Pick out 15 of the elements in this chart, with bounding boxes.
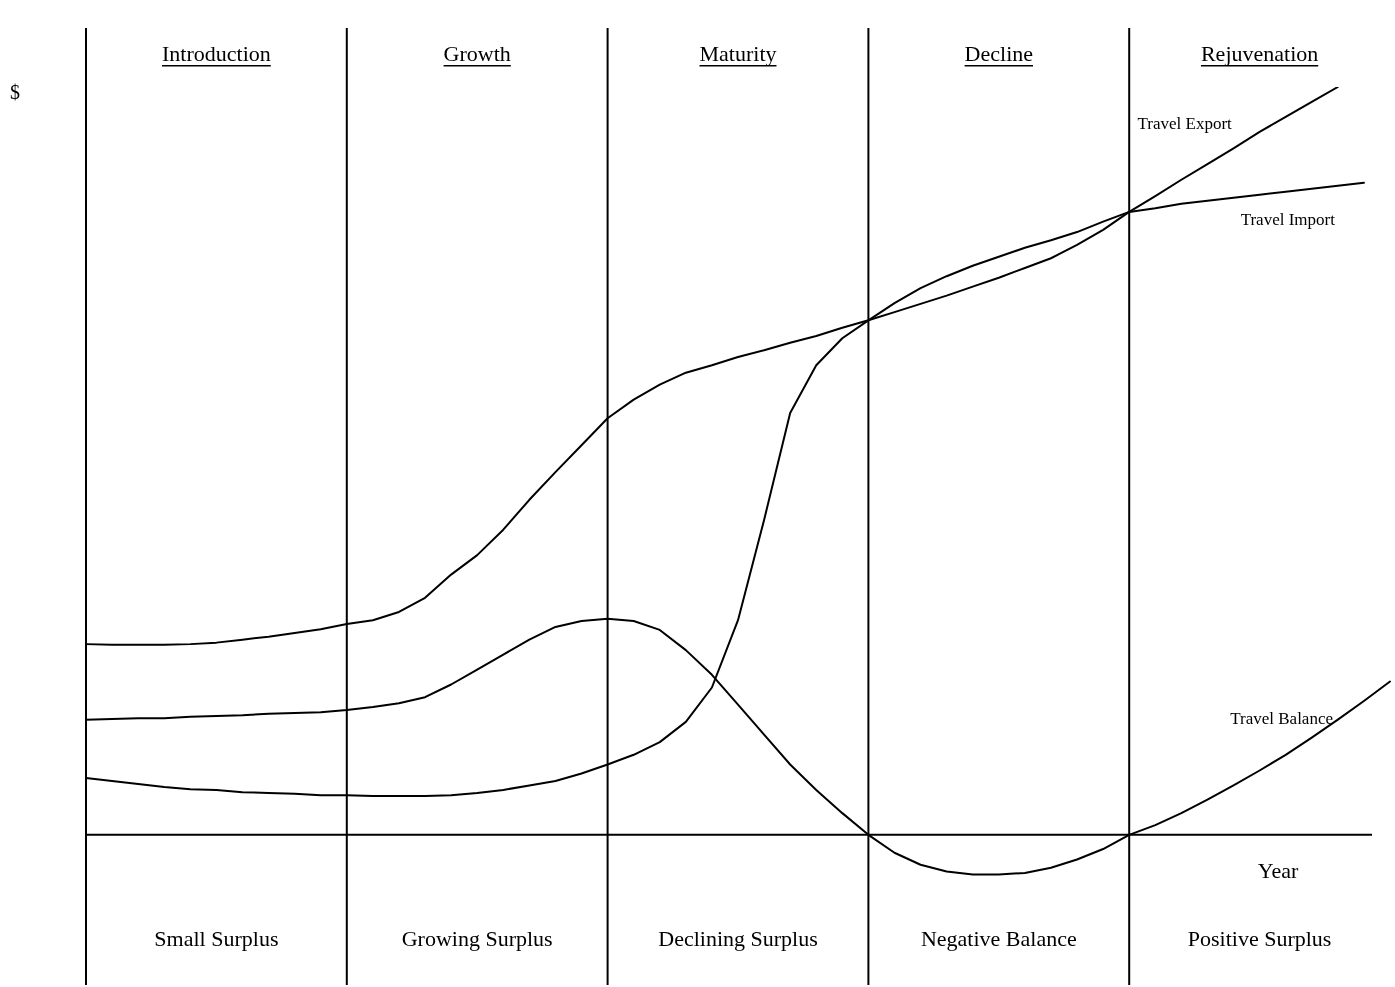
text: Small Surplus	[154, 926, 279, 951]
y-axis-title: $	[10, 81, 20, 103]
text: Growth	[443, 41, 511, 66]
text: Negative Balance	[920, 926, 1077, 951]
text: Maturity	[699, 41, 777, 66]
text: Introduction	[162, 41, 271, 66]
x-axis-title: Year	[1257, 858, 1299, 883]
series-label: Travel Import	[1240, 209, 1336, 229]
series-label: Travel Balance	[1230, 708, 1333, 728]
series-label: Travel Export	[1137, 114, 1233, 133]
text: Growing Surplus	[401, 926, 553, 951]
text: Rejuvenation	[1200, 41, 1319, 66]
text: Declining Surplus	[658, 926, 818, 951]
text: Decline	[964, 41, 1033, 66]
text: Positive Surplus	[1187, 926, 1332, 951]
